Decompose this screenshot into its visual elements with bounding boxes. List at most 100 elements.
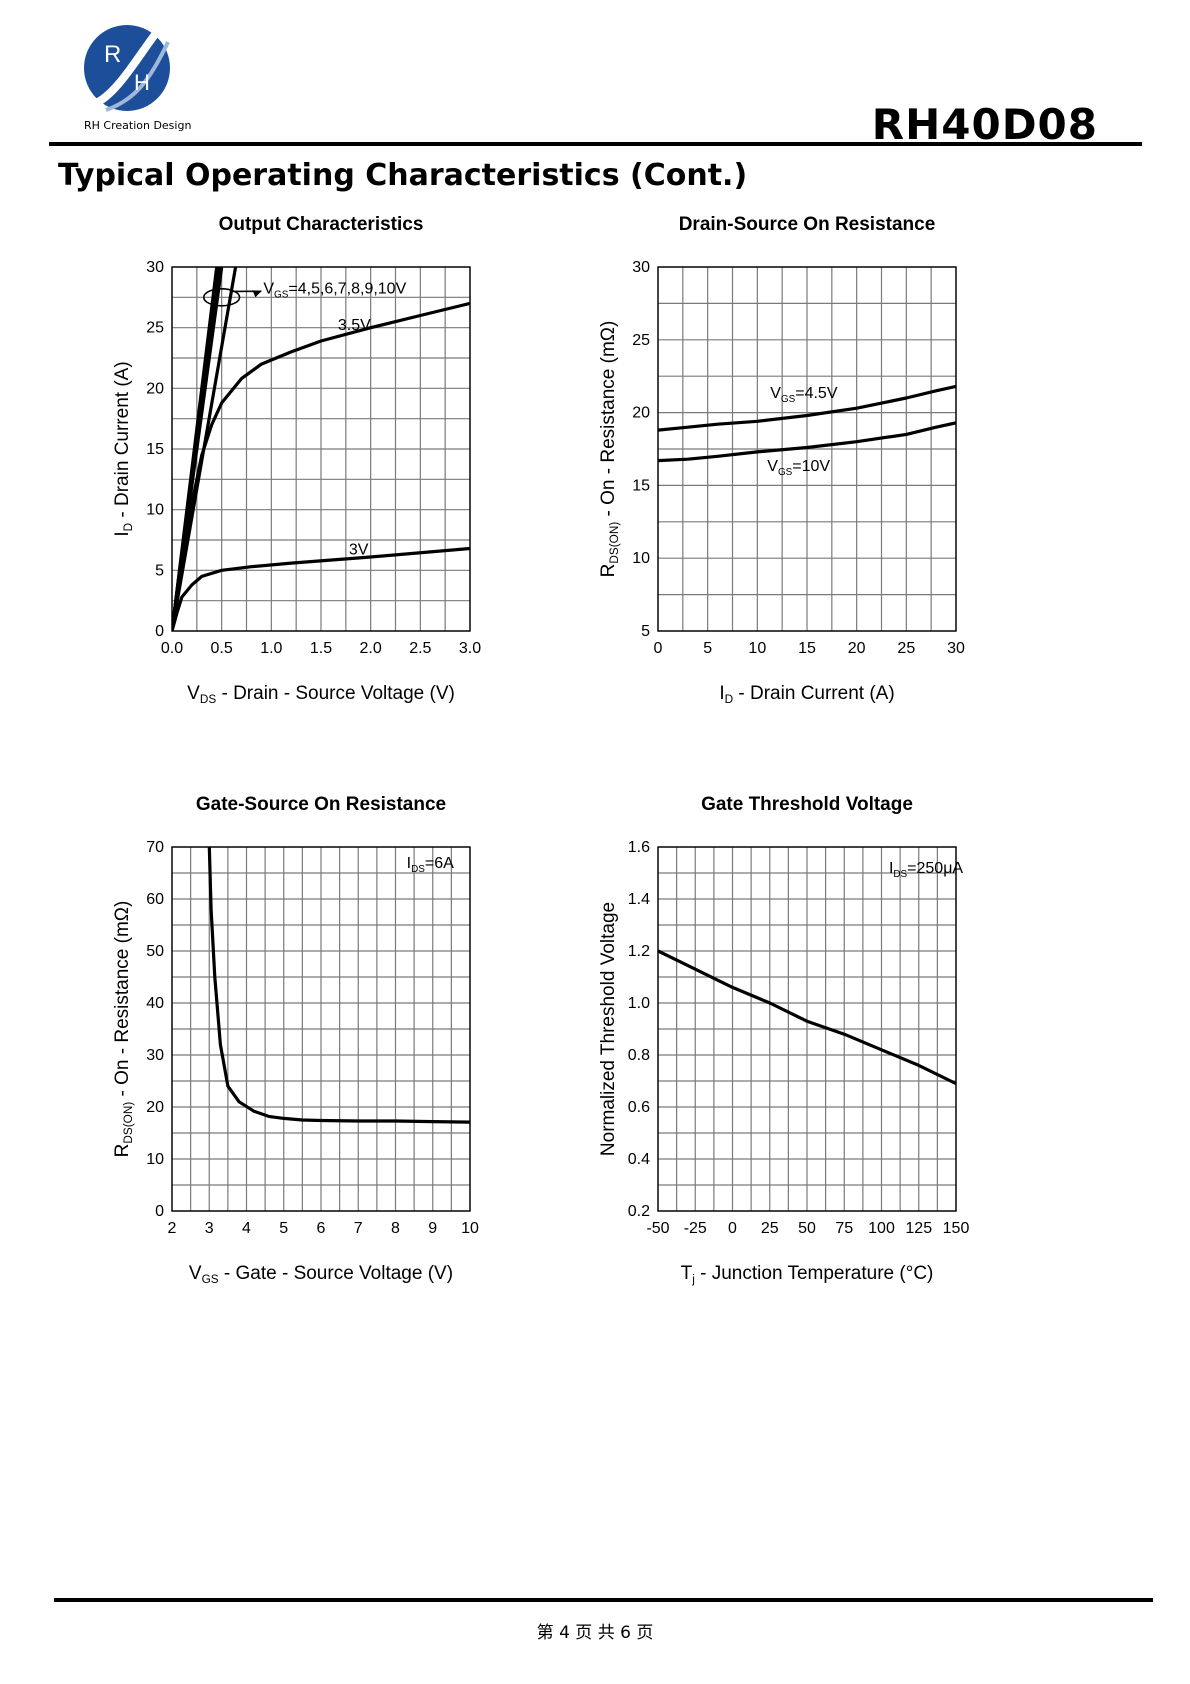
x-tick-label: 2 (168, 1220, 177, 1237)
x-tick-label: -25 (684, 1220, 707, 1237)
x-tick-label: 1.0 (260, 640, 282, 657)
y-tick-label: 30 (146, 259, 164, 276)
chart-title: Gate-Source On Resistance (196, 794, 446, 815)
y-tick-label: 20 (146, 380, 164, 397)
y-tick-label: 5 (155, 562, 164, 579)
chart-title: Drain-Source On Resistance (679, 214, 936, 235)
x-tick-label: 25 (897, 640, 915, 657)
y-tick-label: 20 (632, 405, 650, 422)
x-tick-label: 0 (654, 640, 663, 657)
series-annotation: VGS=4,5,6,7,8,9,10V (263, 281, 406, 301)
y-tick-label: 0.2 (628, 1203, 650, 1220)
y-tick-label: 1.6 (628, 839, 650, 856)
footer-rule (54, 1598, 1153, 1602)
series-annotation: 3.5V (338, 317, 371, 334)
series-group (172, 267, 470, 631)
x-axis-label: VDS - Drain - Source Voltage (V) (187, 683, 455, 706)
y-tick-label: 30 (632, 259, 650, 276)
x-tick-label: 4 (242, 1220, 251, 1237)
x-tick-label: 10 (748, 640, 766, 657)
x-tick-label: 6 (317, 1220, 326, 1237)
chart-grid (171, 846, 471, 1212)
x-tick-label: 150 (943, 1220, 970, 1237)
series-group (207, 847, 470, 1124)
x-tick-label: 1.5 (310, 640, 332, 657)
x-tick-label: 25 (761, 1220, 779, 1237)
x-tick-label: -50 (646, 1220, 669, 1237)
logo-caption: RH Creation Design (84, 119, 192, 132)
series-annotation: IDS=6A (407, 855, 454, 875)
y-tick-label: 0.6 (628, 1099, 650, 1116)
series-line-10v (658, 421, 956, 463)
x-tick-label: 2.0 (360, 640, 382, 657)
x-tick-label: 2.5 (409, 640, 431, 657)
chart-drain-source-on-resistance: Drain-Source On Resistance 0 5 10 15 20 25 30 5 1… (596, 214, 1066, 706)
series-line-curve (658, 949, 956, 1086)
chart-svg: Output Characteristics 0.0 0.5 1.0 1.5 2.0 2.5… (112, 214, 481, 706)
series-line-4.5v (658, 384, 956, 432)
company-logo: R H (80, 20, 190, 120)
series-group (658, 949, 956, 1086)
series-group (658, 384, 956, 463)
y-tick-label: 15 (632, 477, 650, 494)
x-axis-label: ID - Drain Current (A) (719, 683, 894, 706)
chart-svg: Gate Threshold Voltage -50 -25 0 25 50 75 100 12… (598, 794, 970, 1286)
series-annotation: VGS=4.5V (770, 385, 838, 405)
x-tick-label: 75 (835, 1220, 853, 1237)
x-tick-label: 0 (728, 1220, 737, 1237)
header-rule (49, 142, 1142, 146)
series-line-3v (172, 546, 470, 631)
y-axis-label: ID - Drain Current (A) (112, 361, 135, 536)
x-tick-label: 8 (391, 1220, 400, 1237)
x-tick-label: 9 (428, 1220, 437, 1237)
x-tick-label: 30 (947, 640, 965, 657)
x-axis-label: Tj - Junction Temperature (°C) (681, 1263, 934, 1286)
y-tick-label: 5 (641, 623, 650, 640)
x-tick-label: 20 (848, 640, 866, 657)
legend-arrowhead (252, 290, 262, 298)
y-tick-label: 0 (155, 623, 164, 640)
y-tick-label: 0 (155, 1203, 164, 1220)
page-footer: 第 4 页 共 6 页 (536, 1623, 654, 1643)
x-tick-label: 0.5 (211, 640, 233, 657)
y-tick-label: 25 (632, 332, 650, 349)
y-tick-label: 1.0 (628, 995, 650, 1012)
x-tick-label: 100 (868, 1220, 895, 1237)
series-annotation: 3V (349, 542, 369, 559)
x-tick-label: 0.0 (161, 640, 183, 657)
y-tick-label: 50 (146, 943, 164, 960)
logo-mark: R H (84, 25, 170, 112)
y-tick-label: 10 (146, 502, 164, 519)
y-tick-label: 15 (146, 441, 164, 458)
chart-output-characteristics: Output Characteristics 0.0 0.5 1.0 1.5 2.0 2.5… (110, 214, 580, 706)
y-axis-label: RDS(ON) - On - Resistance (mΩ) (598, 321, 621, 578)
y-tick-label: 10 (632, 550, 650, 567)
series-annotation: IDS=250μA (889, 860, 963, 880)
chart-title: Gate Threshold Voltage (701, 794, 913, 815)
series-line-9v (172, 267, 219, 631)
plot-frame (657, 846, 957, 1212)
y-axis-label: Normalized Threshold Voltage (598, 902, 619, 1156)
y-tick-label: 0.4 (628, 1151, 650, 1168)
chart-gate-source-on-resistance: Gate-Source On Resistance 2 3 4 5 6 7 8 9 10 0 10 20… (110, 794, 580, 1286)
x-axis-label: VGS - Gate - Source Voltage (V) (189, 1263, 453, 1286)
x-tick-label: 5 (279, 1220, 288, 1237)
logo-letter-r: R (104, 41, 121, 68)
series-line-10v (172, 267, 238, 631)
x-tick-label: 3.0 (459, 640, 481, 657)
series-line-3.5v (172, 301, 470, 631)
x-tick-label: 15 (798, 640, 816, 657)
chart-grid (657, 846, 957, 1212)
y-tick-label: 1.4 (628, 891, 650, 908)
y-tick-label: 1.2 (628, 943, 650, 960)
y-tick-label: 0.8 (628, 1047, 650, 1064)
y-tick-label: 10 (146, 1151, 164, 1168)
x-tick-label: 125 (905, 1220, 932, 1237)
plot-frame (171, 266, 471, 632)
y-tick-label: 40 (146, 995, 164, 1012)
chart-title: Output Characteristics (219, 214, 424, 235)
y-tick-label: 25 (146, 320, 164, 337)
chart-grid (171, 266, 471, 632)
section-title: Typical Operating Characteristics (Cont.… (58, 158, 748, 193)
